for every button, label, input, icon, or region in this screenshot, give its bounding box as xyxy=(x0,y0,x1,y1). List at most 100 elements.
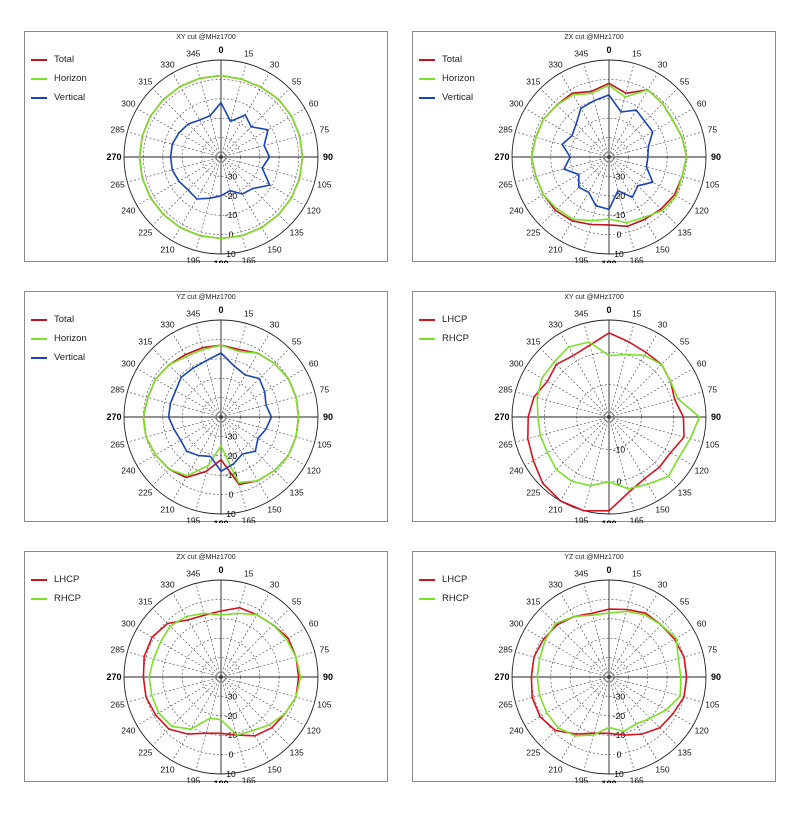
grid-spoke xyxy=(220,416,270,502)
grid-spoke xyxy=(127,651,222,678)
polar-grid xyxy=(123,319,319,515)
grid-spoke xyxy=(515,391,610,418)
legend-swatch xyxy=(419,597,435,600)
series-line-lhcp xyxy=(142,606,300,737)
angle-tick-label: 285 xyxy=(111,124,125,134)
angle-tick-label: 150 xyxy=(267,505,281,515)
radial-tick-label: -10 xyxy=(613,444,626,454)
angle-tick-label: 265 xyxy=(499,440,513,450)
legend-item: RHCP xyxy=(419,329,469,348)
chart-legend: Total Horizon Vertical xyxy=(31,50,87,107)
angle-tick-label: 105 xyxy=(317,180,331,190)
angle-tick-label: 105 xyxy=(705,700,719,710)
angle-tick-label: 120 xyxy=(307,726,321,736)
chart-panel-3: YZ cut @MHz1700 0 15 30 55 60 75 90 105 120 135 15… xyxy=(24,291,388,523)
angle-tick-label: 135 xyxy=(290,488,304,498)
radial-tick-label: -30 xyxy=(225,171,238,181)
grid-spoke xyxy=(608,416,658,502)
grid-spoke xyxy=(608,676,678,746)
angle-tick-label: 30 xyxy=(270,319,280,329)
angle-tick-label: 300 xyxy=(121,619,135,629)
grid-spoke xyxy=(608,156,678,226)
grid-spoke xyxy=(608,348,678,418)
chart-panel-6: YZ cut @MHz1700 0 15 30 55 60 75 90 105 120 135 15… xyxy=(412,551,776,783)
legend-item: Horizon xyxy=(31,329,87,348)
grid-spoke xyxy=(524,676,610,726)
angle-tick-label: 150 xyxy=(267,765,281,775)
angle-tick-label: 150 xyxy=(267,245,281,255)
angle-tick-label: 180 xyxy=(601,519,616,523)
grid-spoke xyxy=(608,156,658,242)
angle-tick-label: 195 xyxy=(186,255,200,263)
angle-tick-label: 30 xyxy=(658,319,668,329)
legend-swatch xyxy=(419,96,435,99)
angle-tick-label: 330 xyxy=(160,319,174,329)
grid-spoke xyxy=(583,63,610,158)
angle-tick-label: 210 xyxy=(160,245,174,255)
angle-tick-label: 285 xyxy=(499,384,513,394)
grid-spoke xyxy=(172,72,222,158)
angle-tick-label: 0 xyxy=(606,565,611,575)
legend-item: Vertical xyxy=(419,88,475,107)
angle-tick-label: 330 xyxy=(548,59,562,69)
angle-tick-label: 60 xyxy=(309,359,319,369)
angle-tick-label: 240 xyxy=(509,206,523,216)
angle-tick-label: 105 xyxy=(705,440,719,450)
angle-tick-label: 240 xyxy=(121,726,135,736)
polar-grid xyxy=(511,319,707,515)
angle-tick-label: 120 xyxy=(695,206,709,216)
legend-swatch xyxy=(31,58,47,61)
grid-spoke xyxy=(220,676,270,762)
grid-spoke xyxy=(195,323,222,418)
grid-spoke xyxy=(515,651,610,678)
series-line-vertical xyxy=(167,352,273,473)
series-line-vertical xyxy=(561,94,654,211)
angle-tick-label: 315 xyxy=(526,76,540,86)
grid-spoke xyxy=(608,676,658,762)
angle-tick-label: 30 xyxy=(270,59,280,69)
angle-tick-label: 285 xyxy=(499,644,513,654)
angle-tick-label: 120 xyxy=(695,466,709,476)
angle-tick-label: 15 xyxy=(632,309,642,319)
polar-grid xyxy=(123,579,319,775)
chart-title: XY cut @MHz1700 xyxy=(564,294,624,301)
angle-tick-label: 60 xyxy=(697,619,707,629)
radial-tick-label: -10 xyxy=(225,210,238,220)
grid-spoke xyxy=(515,676,610,703)
legend-label: Total xyxy=(54,314,75,325)
grid-spoke xyxy=(608,63,635,158)
legend-item: Vertical xyxy=(31,88,87,107)
angle-tick-label: 135 xyxy=(678,228,692,238)
angle-tick-label: 300 xyxy=(121,99,135,109)
grid-spoke xyxy=(608,88,678,158)
angle-tick-label: 120 xyxy=(307,466,321,476)
radial-tick-label: -20 xyxy=(613,191,626,201)
legend-label: Total xyxy=(54,54,75,65)
angle-tick-label: 225 xyxy=(138,748,152,758)
angle-tick-label: 265 xyxy=(499,700,513,710)
angle-tick-label: 240 xyxy=(509,726,523,736)
legend-swatch xyxy=(31,77,47,80)
grid-spoke xyxy=(172,332,222,418)
angle-tick-label: 55 xyxy=(680,596,690,606)
angle-tick-label: 75 xyxy=(320,644,330,654)
angle-tick-label: 345 xyxy=(574,309,588,319)
grid-spoke xyxy=(583,323,610,418)
radial-tick-label: 10 xyxy=(614,769,624,779)
chart-title: YZ cut @MHz1700 xyxy=(564,554,624,561)
grid-spoke xyxy=(220,608,290,678)
grid-spoke xyxy=(220,592,270,678)
angle-tick-label: 15 xyxy=(244,309,254,319)
grid-spoke xyxy=(152,348,222,418)
angle-tick-label: 285 xyxy=(111,384,125,394)
angle-tick-label: 270 xyxy=(106,152,121,162)
angle-tick-label: 330 xyxy=(160,579,174,589)
grid-spoke xyxy=(540,348,610,418)
angle-tick-label: 265 xyxy=(111,700,125,710)
grid-spoke xyxy=(608,156,703,183)
legend-label: RHCP xyxy=(442,333,469,344)
angle-tick-label: 90 xyxy=(323,412,333,422)
grid-spoke xyxy=(560,72,610,158)
angle-tick-label: 90 xyxy=(711,672,721,682)
angle-tick-label: 55 xyxy=(680,336,690,346)
